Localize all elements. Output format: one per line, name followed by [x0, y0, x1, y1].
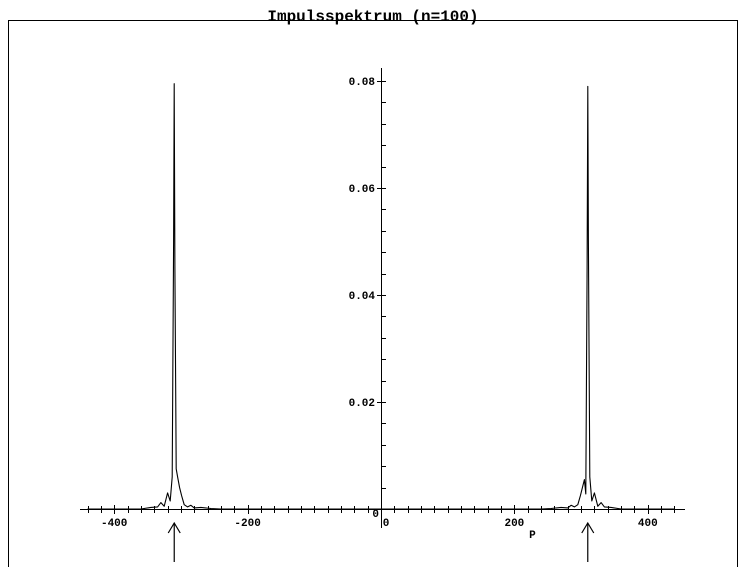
arrow-annotation-head: [581, 521, 595, 534]
series-layer: [87, 83, 675, 510]
x-tick-label: 0: [383, 518, 390, 530]
x-tick-label: 400: [638, 518, 658, 530]
spectrum-series-line: [87, 83, 675, 510]
x-tick-label: -400: [101, 518, 127, 530]
chart-title: Impulsspektrum (n=100): [267, 8, 479, 26]
y-tick-label: 0.08: [349, 77, 376, 89]
x-tick-label: 200: [504, 518, 524, 530]
y-tick-label: 0.02: [349, 398, 375, 410]
y-tick-label: 0.06: [349, 184, 375, 196]
frame-borders: [8, 20, 738, 567]
ticks: [88, 81, 675, 514]
y-tick-label: 0.04: [349, 291, 376, 303]
annotations-layer: [167, 521, 595, 562]
x-tick-label: -200: [234, 518, 260, 530]
x-axis-label: P: [529, 530, 536, 542]
axes: [80, 68, 685, 528]
arrow-annotation-head: [167, 521, 181, 534]
y-origin-label: 0: [372, 509, 379, 521]
labels-layer: -400 -200 0 200 400 0.02 0.04 0.06 0.08 0 P: [101, 77, 658, 542]
